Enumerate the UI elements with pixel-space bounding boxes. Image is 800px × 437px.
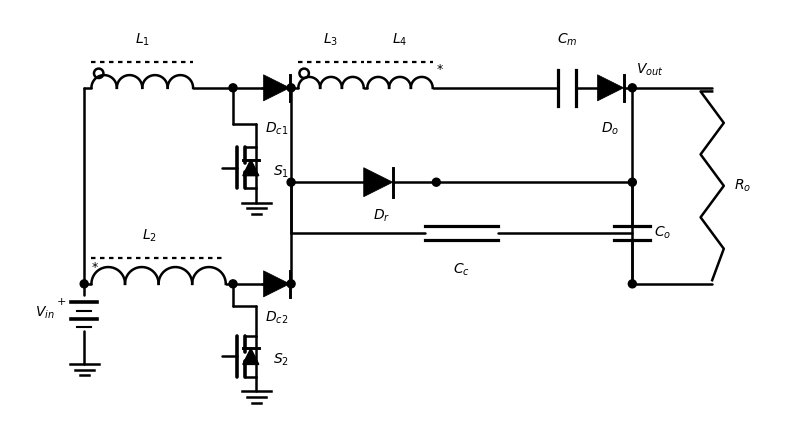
Circle shape — [229, 84, 237, 92]
Circle shape — [80, 280, 88, 288]
Text: $V_{in}$: $V_{in}$ — [35, 305, 55, 321]
Circle shape — [287, 84, 295, 92]
Text: $C_c$: $C_c$ — [454, 262, 470, 278]
Polygon shape — [263, 271, 290, 297]
Text: $D_{c1}$: $D_{c1}$ — [265, 121, 288, 137]
Polygon shape — [598, 75, 624, 101]
Text: $C_o$: $C_o$ — [654, 225, 671, 241]
Text: $L_1$: $L_1$ — [134, 31, 150, 48]
Polygon shape — [243, 348, 258, 364]
Text: $S_2$: $S_2$ — [273, 352, 289, 368]
Text: $L_3$: $L_3$ — [323, 31, 338, 48]
Circle shape — [432, 178, 440, 186]
Circle shape — [628, 280, 636, 288]
Text: $D_r$: $D_r$ — [374, 208, 390, 224]
Text: $C_m$: $C_m$ — [557, 31, 578, 48]
Polygon shape — [263, 75, 290, 101]
Polygon shape — [243, 160, 258, 176]
Text: $D_o$: $D_o$ — [602, 121, 620, 137]
Text: $L_2$: $L_2$ — [142, 228, 157, 244]
Text: $S_1$: $S_1$ — [273, 163, 289, 180]
Text: $V_{out}$: $V_{out}$ — [636, 62, 664, 78]
Text: $+$: $+$ — [56, 296, 66, 308]
Text: $*$: $*$ — [436, 61, 444, 74]
Circle shape — [229, 280, 237, 288]
Circle shape — [628, 178, 636, 186]
Circle shape — [628, 84, 636, 92]
Circle shape — [287, 280, 295, 288]
Text: $L_4$: $L_4$ — [392, 31, 408, 48]
Text: $*$: $*$ — [91, 259, 99, 272]
Text: $D_{c2}$: $D_{c2}$ — [265, 309, 288, 326]
Text: $R_o$: $R_o$ — [734, 177, 751, 194]
Circle shape — [287, 178, 295, 186]
Polygon shape — [364, 168, 393, 197]
